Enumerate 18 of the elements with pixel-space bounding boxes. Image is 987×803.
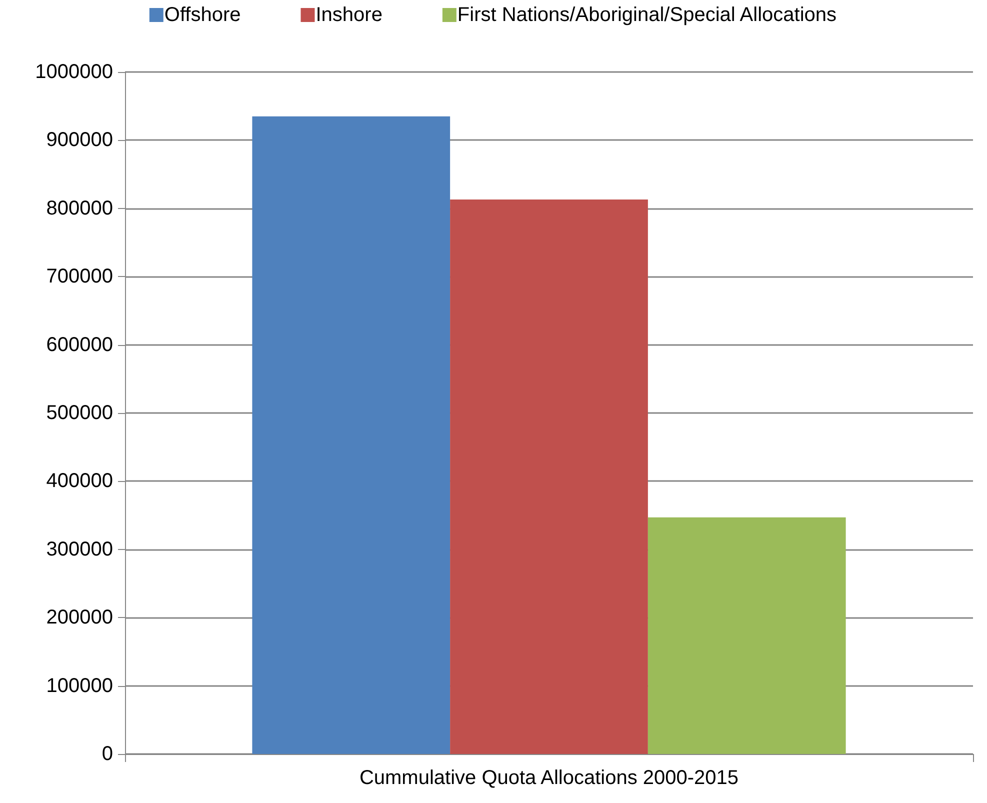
y-tick-label: 100000 xyxy=(46,674,113,697)
y-tick-label: 500000 xyxy=(46,402,113,424)
y-tick-label: 700000 xyxy=(46,266,113,288)
y-tick-label: 200000 xyxy=(46,606,113,629)
y-tick-label: 0 xyxy=(102,743,113,765)
y-tick-label: 300000 xyxy=(46,538,113,560)
bar xyxy=(450,200,648,754)
legend-label: First Nations/Aboriginal/Special Allocations xyxy=(457,4,837,26)
bar xyxy=(252,116,450,754)
legend-label: Inshore xyxy=(316,4,382,26)
y-tick-label: 800000 xyxy=(46,197,113,220)
y-tick-label: 1000000 xyxy=(35,61,113,83)
y-tick-label: 400000 xyxy=(46,470,113,492)
y-tick-label: 900000 xyxy=(46,129,113,152)
bar xyxy=(648,517,846,754)
y-tick-label: 600000 xyxy=(46,334,113,356)
legend-label: Offshore xyxy=(164,4,241,26)
x-tick-label: Cummulative Quota Allocations 2000-2015 xyxy=(359,767,739,789)
